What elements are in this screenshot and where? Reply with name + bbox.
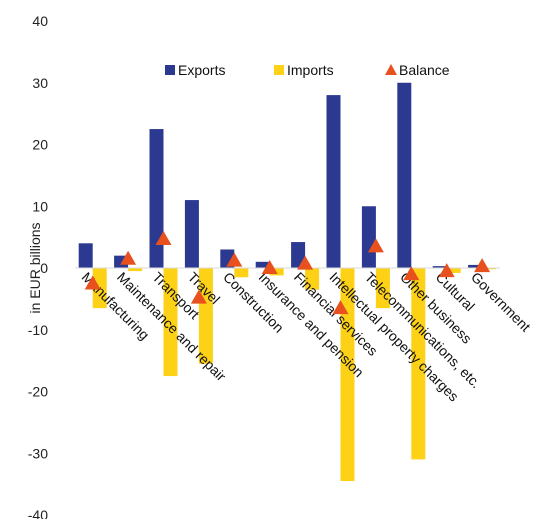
balance-markers: [84, 230, 491, 315]
y-tick-label: -20: [28, 384, 48, 400]
exports-bar: [255, 261, 270, 268]
legend-swatch: [385, 64, 397, 75]
exports-bar: [78, 243, 93, 268]
y-tick-label: 0: [40, 260, 48, 276]
legend-label: Imports: [287, 62, 334, 78]
balance-marker: [226, 252, 243, 267]
imports-bar: [375, 268, 390, 309]
exports-bar: [361, 206, 376, 268]
imports-bars: [92, 268, 497, 482]
exports-bars: [78, 82, 483, 268]
exports-bar: [432, 266, 447, 268]
imports-bar: [446, 268, 461, 273]
imports-bar: [482, 268, 497, 270]
balance-marker: [403, 266, 420, 281]
y-tick-label: 30: [32, 75, 48, 91]
exports-bar: [184, 200, 199, 268]
imports-bar: [198, 268, 213, 364]
imports-bar: [340, 268, 355, 482]
balance-marker: [438, 263, 455, 278]
balance-marker: [474, 258, 491, 273]
balance-marker: [367, 238, 384, 253]
y-axis-ticks: 40 30 20 10 0 -10 -20 -30 -40: [28, 13, 48, 519]
balance-marker: [155, 230, 172, 245]
y-tick-label: -10: [28, 322, 48, 338]
exports-bar: [397, 82, 412, 268]
exports-bar: [291, 242, 306, 268]
balance-marker: [84, 275, 101, 290]
balance-marker: [120, 250, 137, 265]
balance-marker: [332, 300, 349, 315]
y-tick-label: 20: [32, 137, 48, 153]
imports-bar: [163, 268, 178, 377]
y-tick-label: 10: [32, 198, 48, 214]
imports-bar: [234, 268, 249, 278]
imports-bar: [411, 268, 426, 460]
legend-swatch: [274, 65, 284, 75]
y-tick-label: 40: [32, 13, 48, 29]
y-tick-label: -30: [28, 445, 48, 461]
balance-marker: [190, 289, 207, 304]
balance-marker: [261, 260, 278, 274]
legend: Exports Imports Balance: [165, 62, 450, 78]
imports-bar: [128, 268, 143, 272]
y-tick-label: -40: [28, 507, 48, 519]
legend-swatch: [165, 65, 175, 75]
legend-label: Exports: [178, 62, 225, 78]
legend-label: Balance: [399, 62, 450, 78]
imports-bar: [305, 268, 320, 290]
y-axis-title: in EUR billions: [27, 222, 43, 313]
exports-bar: [149, 129, 164, 268]
exports-bar: [326, 95, 341, 268]
balance-marker: [297, 255, 314, 270]
exports-bar: [468, 264, 483, 268]
imports-bar: [269, 268, 284, 276]
